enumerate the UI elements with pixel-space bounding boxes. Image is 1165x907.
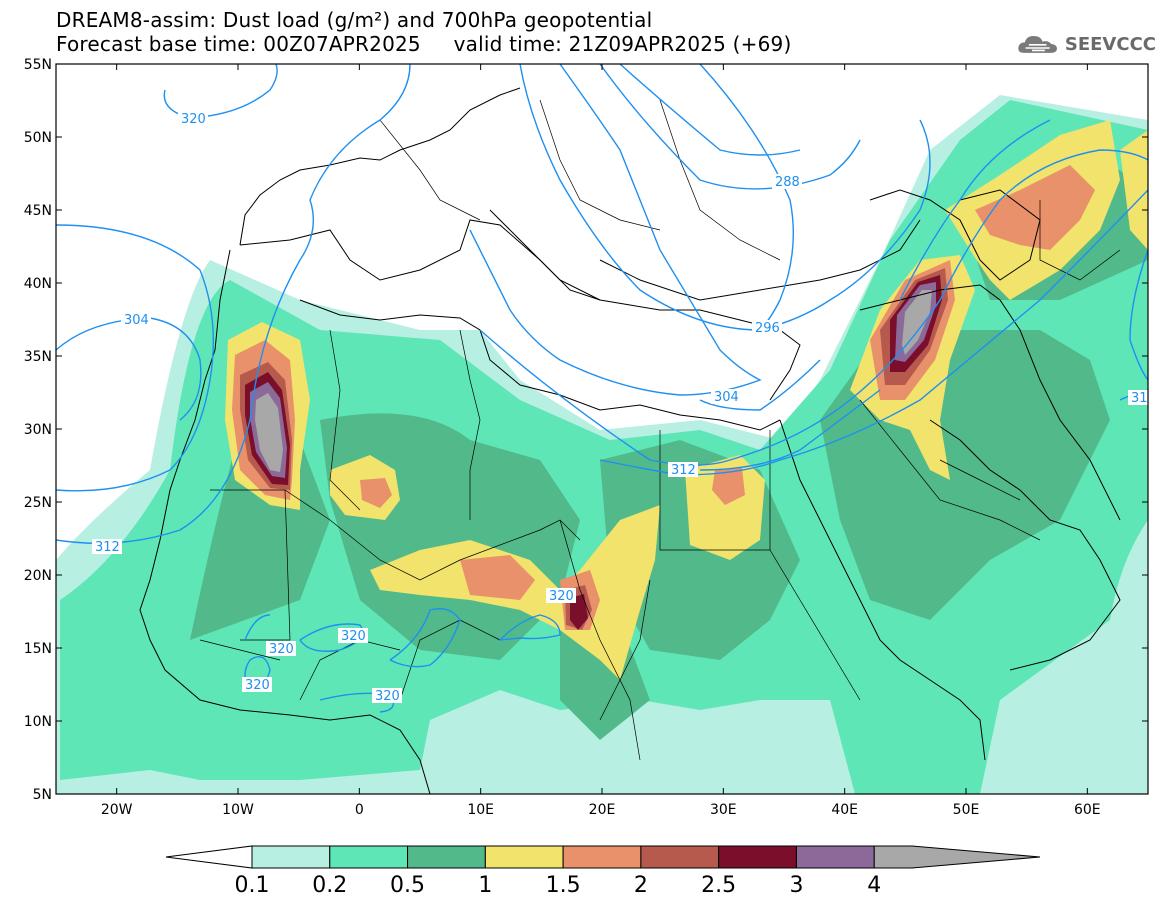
lat-label: 50N xyxy=(24,130,52,146)
lat-label: 15N xyxy=(24,641,52,657)
map-subtitle: Forecast base time: 00Z07APR2025 valid t… xyxy=(56,32,792,56)
lat-label: 35N xyxy=(24,349,52,365)
colorbar-label: 2 xyxy=(634,873,648,898)
map-area: 320 288 296 304 304 312 312 320 320 320 … xyxy=(56,64,1148,794)
colorbar-label: 1.5 xyxy=(546,873,581,898)
colorbar-box xyxy=(407,845,486,869)
colorbar-box xyxy=(562,845,642,869)
lat-label: 45N xyxy=(24,203,52,219)
lon-label: 20W xyxy=(101,802,133,818)
colorbar-box xyxy=(329,845,409,869)
lon-label: 0 xyxy=(355,802,364,818)
dust-band-max xyxy=(255,290,932,472)
lon-label: 40E xyxy=(831,802,858,818)
lon-label: 30E xyxy=(710,802,737,818)
colorbar-box xyxy=(718,845,797,869)
lat-label: 55N xyxy=(24,57,52,73)
colorbar-label: 0.5 xyxy=(390,873,425,898)
colorbar-label: 0.1 xyxy=(235,873,270,898)
colorbar-label: 3 xyxy=(789,873,803,898)
cloud-icon xyxy=(1018,35,1057,53)
dust-band-0.2 xyxy=(60,100,1148,794)
contour-label: 312 xyxy=(95,540,120,555)
contour-label: 304 xyxy=(124,313,149,328)
contour-label: 304 xyxy=(714,390,739,405)
contour-label: 320 xyxy=(375,689,400,704)
lat-label: 10N xyxy=(24,714,52,730)
lon-label: 60E xyxy=(1074,802,1101,818)
colorbar-box xyxy=(484,845,564,869)
logo-text: SEEVCCC xyxy=(1064,33,1156,55)
lat-label: 40N xyxy=(24,276,52,292)
latitude-axis: 55N 50N 45N 40N 35N 30N 25N 20N 15N 10N 5N xyxy=(24,57,1148,803)
lon-label: 20E xyxy=(589,802,616,818)
colorbar-label: 4 xyxy=(867,873,881,898)
lat-label: 30N xyxy=(24,422,52,438)
contour-label: 320 xyxy=(245,678,270,693)
colorbar-min-arrow xyxy=(165,845,253,869)
contour-labels: 320 288 296 304 304 312 312 320 320 320 … xyxy=(92,111,1148,704)
contour-label: 320 xyxy=(181,112,206,127)
colorbar-box xyxy=(640,845,720,869)
lat-label: 25N xyxy=(24,495,52,511)
lat-label: 5N xyxy=(33,787,52,803)
coastlines xyxy=(139,87,1121,794)
colorbar-boxes xyxy=(165,845,1041,869)
contour-label: 288 xyxy=(775,175,800,190)
lat-label: 20N xyxy=(24,568,52,584)
lon-label: 10W xyxy=(222,802,254,818)
colorbar-box xyxy=(873,845,1041,869)
colorbar-labels: 0.1 0.2 0.5 1 1.5 2 2.5 3 4 xyxy=(235,873,882,898)
lon-label: 10E xyxy=(467,802,494,818)
contour-label: 31 xyxy=(1131,391,1148,406)
contour-label: 320 xyxy=(549,589,574,604)
contour-label: 320 xyxy=(269,642,294,657)
colorbar-label: 0.2 xyxy=(312,873,347,898)
colorbar-label: 2.5 xyxy=(701,873,736,898)
colorbar-label: 1 xyxy=(478,873,492,898)
colorbar-box xyxy=(795,845,875,869)
contour-label: 312 xyxy=(671,463,696,478)
map-title: DREAM8-assim: Dust load (g/m²) and 700hP… xyxy=(56,8,653,32)
contour-label: 296 xyxy=(755,321,780,336)
lon-label: 50E xyxy=(953,802,980,818)
longitude-axis: 20W 10W 0 10E 20E 30E 40E 50E 60E xyxy=(101,64,1101,818)
contour-label: 320 xyxy=(341,629,366,644)
colorbar-box xyxy=(251,845,331,869)
seevccc-logo: SEEVCCC xyxy=(1016,27,1156,61)
